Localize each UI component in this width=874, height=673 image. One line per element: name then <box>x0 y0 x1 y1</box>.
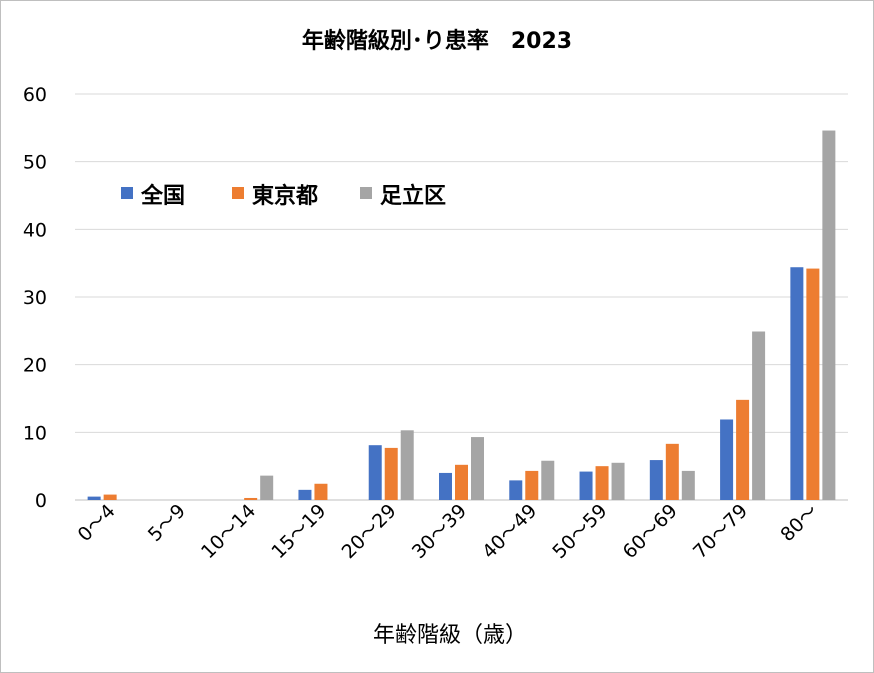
bar-東京都-20～29 <box>384 447 398 500</box>
gridlines <box>75 93 848 501</box>
bar-全国-60～69 <box>649 460 663 500</box>
legend-swatch-1 <box>232 187 244 199</box>
bar-足立区-10～14 <box>260 475 274 500</box>
bar-東京都-60～69 <box>665 443 679 500</box>
x-tick-label-8: 60～69 <box>619 500 682 563</box>
bar-全国-70～79 <box>720 419 734 500</box>
bar-全国-15～19 <box>298 489 312 500</box>
legend: 全国 東京都 足立区 <box>121 183 446 209</box>
y-tick-label-20: 20 <box>23 355 47 377</box>
legend-label-2: 足立区 <box>380 183 446 209</box>
bar-全国-0～4 <box>87 496 101 500</box>
bar-東京都-15～19 <box>314 483 328 500</box>
bar-全国-30～39 <box>439 472 452 500</box>
x-axis-label: 年齢階級（歳） <box>373 623 527 648</box>
bar-全国-20～29 <box>368 445 382 500</box>
y-tick-label-0: 0 <box>35 490 47 512</box>
bar-東京都-10～14 <box>244 497 258 500</box>
y-tick-label-60: 60 <box>23 84 47 106</box>
y-tick-label-50: 50 <box>23 152 47 174</box>
x-tick-label-5: 30～39 <box>408 500 471 563</box>
bar-東京都-30～39 <box>455 464 468 500</box>
bar-全国-50～59 <box>579 471 593 500</box>
y-axis-ticks: 0 10 20 30 40 50 60 <box>23 84 47 512</box>
bar-足立区-60～69 <box>681 470 695 500</box>
bar-全国-80～ <box>790 267 804 500</box>
x-tick-label-1: 5～9 <box>144 500 190 546</box>
x-tick-label-3: 15～19 <box>267 500 330 563</box>
bar-東京都-50～59 <box>595 466 609 500</box>
legend-label-1: 東京都 <box>252 183 318 209</box>
chart-title: 年齢階級別･り患率 2023 <box>302 28 572 54</box>
legend-swatch-0 <box>121 187 133 199</box>
bar-足立区-50～59 <box>611 462 625 500</box>
x-tick-label-2: 10～14 <box>197 500 260 563</box>
bar-全国-40～49 <box>509 480 523 500</box>
y-tick-label-40: 40 <box>23 219 47 241</box>
y-tick-label-30: 30 <box>23 287 47 309</box>
x-tick-label-6: 40～49 <box>478 500 541 563</box>
bar-東京都-70～79 <box>736 399 750 500</box>
bars <box>87 130 836 501</box>
bar-足立区-80～ <box>822 130 836 501</box>
bar-東京都-80～ <box>806 268 820 500</box>
legend-swatch-2 <box>360 187 372 199</box>
bar-足立区-30～39 <box>471 437 484 500</box>
bar-東京都-40～49 <box>525 470 539 500</box>
x-tick-label-4: 20～29 <box>338 500 401 563</box>
bar-足立区-40～49 <box>541 460 555 500</box>
bar-東京都-0～4 <box>103 494 117 500</box>
x-tick-label-7: 50～59 <box>548 500 611 563</box>
x-axis-ticks: 0～4 5～9 10～14 15～19 20～29 30～39 40～49 50～59 60～6… <box>74 500 823 563</box>
legend-label-0: 全国 <box>140 183 185 209</box>
x-tick-label-0: 0～4 <box>74 500 120 546</box>
y-tick-label-10: 10 <box>23 422 47 444</box>
x-tick-label-10: 80～ <box>776 500 822 546</box>
bar-足立区-20～29 <box>400 430 414 500</box>
bar-足立区-70～79 <box>752 331 766 500</box>
x-tick-label-9: 70～79 <box>689 500 752 563</box>
